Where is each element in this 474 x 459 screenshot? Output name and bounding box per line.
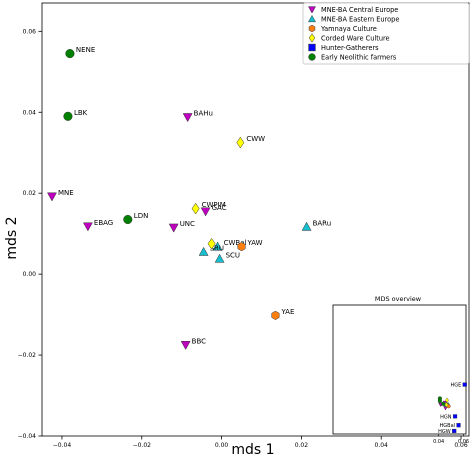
inset-point-hgbal [456, 423, 461, 428]
point-bahu [182, 113, 193, 123]
point-ebag [82, 222, 93, 232]
point-label-scu: SCU [226, 251, 240, 259]
inset-point-hgn [452, 414, 458, 419]
point-ldn [123, 214, 133, 225]
y-tick-label: −0.04 [18, 433, 37, 440]
point-label-sru: SRU [210, 244, 224, 252]
point-label-nene: NENE [76, 46, 95, 54]
x-axis-ticks: −0.04 −0.02 0.00 0.02 0.04 0.06 [53, 436, 468, 449]
legend-label-early-neolithic-farmers: Early Neolithic farmers [321, 53, 397, 61]
point-mne [47, 192, 57, 202]
y-tick-label: 0.04 [23, 109, 37, 116]
axis-labels: mds 1 mds 2 [4, 216, 275, 458]
inset-point-label-hgn: HGN [440, 414, 452, 420]
x-tick-label: 0.06 [454, 442, 468, 449]
legend-marker-yamnaya-culture [308, 24, 316, 33]
y-tick-label: −0.02 [18, 352, 37, 359]
point-label-gac: GAC [212, 204, 227, 212]
point-label-ebag: EBAG [94, 219, 113, 227]
point-label-mne: MNE [58, 189, 74, 197]
point-label-ldn: LDN [134, 212, 149, 220]
legend-label-mne-ba-eastern-europe: MNE-BA Eastern Europe [321, 15, 399, 23]
legend-marker-early-neolithic-farmers [308, 53, 316, 61]
point-label-yae: YAE [280, 308, 294, 316]
point-nene [65, 49, 75, 59]
y-axis-label: mds 2 [4, 216, 20, 259]
x-tick-label: −0.02 [133, 442, 152, 449]
y-axis-ticks: −0.04 −0.02 0.00 0.02 0.04 0.06 [18, 28, 42, 440]
inset-point-corded-ware-culture [444, 402, 449, 408]
inset-x-tick-label: 0.06 [458, 439, 469, 445]
inset-title: MDS overview [375, 295, 422, 303]
point-label-cww: CWW [246, 135, 265, 143]
x-tick-label: 0.02 [295, 442, 309, 449]
legend-marker-mne-ba-eastern-europe [308, 14, 316, 23]
point-label-bbc: BBC [192, 337, 206, 345]
point-bbc [180, 341, 191, 350]
point-lbk [63, 111, 73, 121]
inset-point-hge [462, 382, 467, 387]
inset-x-tick-label: 0.04 [433, 439, 444, 445]
y-tick-label: 0.06 [23, 28, 37, 35]
legend-label-hunter-gatherers: Hunter-Gatherers [321, 44, 379, 52]
point-cwpim [191, 202, 200, 215]
legend-marker-corded-ware-culture [308, 33, 316, 43]
plot-frame [41, 2, 470, 437]
legend-label-corded-ware-culture: Corded Ware Culture [321, 34, 390, 42]
x-axis-label: mds 1 [231, 442, 274, 458]
legend-marker-mne-ba-central-europe [308, 6, 316, 14]
inset-point-early-neolithic-farmers [437, 398, 442, 403]
x-tick-label: 0.00 [215, 442, 229, 449]
inset-point-label-hgbal: HGBal [440, 423, 456, 429]
point-yae [271, 310, 280, 320]
point-label-cwbal: CWBal [224, 239, 247, 247]
main-plot: −0.04 −0.02 0.00 0.02 0.04 0.06 −0.04 −0.02 0.00… [18, 2, 470, 449]
point-gac [200, 207, 211, 217]
point-label-lbk: LBK [74, 109, 88, 117]
inset-point-hgw [452, 428, 457, 434]
inset-point-label-hgw: HGW [438, 429, 451, 435]
point-label-bahu: BAHu [194, 110, 213, 118]
inset-frame [332, 304, 467, 435]
point-label-unc: UNC [180, 220, 195, 228]
point-label-yaw: YAW [247, 239, 263, 247]
point-cww [236, 136, 245, 149]
inset-point-corded-ware-culture [445, 397, 449, 403]
point-scu [214, 253, 225, 263]
point-sru [198, 246, 209, 256]
legend-marker-hunter-gatherers [308, 43, 316, 52]
x-tick-label: 0.04 [375, 442, 389, 449]
point-label-cwpim: CWPIM [202, 201, 226, 209]
x-tick-label: −0.04 [53, 442, 72, 449]
point-label-baru: BARu [313, 219, 332, 227]
y-tick-label: 0.00 [23, 271, 37, 278]
point-corded-ware-culture [207, 237, 216, 250]
point-yaw [237, 242, 246, 252]
point-baru [301, 221, 312, 231]
y-tick-label: 0.02 [23, 190, 37, 197]
inset-point-label-hge: HGE [450, 383, 461, 389]
legend-frame [302, 2, 470, 65]
legend-label-yamnaya-culture: Yamnaya Culture [320, 25, 377, 33]
point-cwbal [212, 241, 223, 251]
inset-point-early-neolithic-farmers [441, 401, 446, 406]
point-unc [168, 223, 179, 233]
legend-label-mne-ba-central-europe: MNE-BA Central Europe [321, 6, 398, 14]
